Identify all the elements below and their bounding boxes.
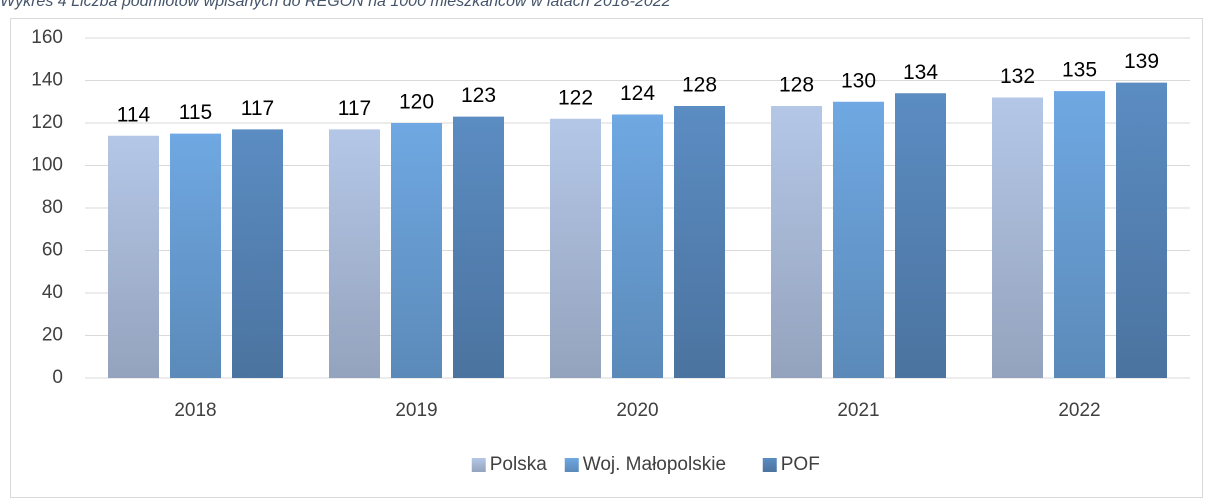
value-label: 114: [117, 103, 151, 126]
x-tick-label: 2018: [174, 400, 216, 421]
bar: [453, 116, 504, 378]
value-label: 134: [903, 61, 938, 84]
legend-swatch: [564, 458, 579, 472]
x-tick-label: 2022: [1058, 400, 1100, 421]
value-label: 117: [338, 97, 371, 120]
value-label: 115: [179, 101, 212, 124]
bar: [1054, 91, 1105, 378]
y-tick-label: 120: [31, 112, 63, 133]
bar: [232, 129, 283, 378]
y-tick-label: 80: [42, 197, 63, 218]
bar: [170, 133, 221, 378]
value-label: 122: [558, 86, 593, 109]
bar: [992, 97, 1043, 378]
y-tick-label: 40: [42, 282, 63, 303]
x-tick-label: 2020: [616, 400, 658, 421]
bar: [771, 106, 822, 378]
bar: [550, 118, 601, 378]
legend-label: Woj. Małopolskie: [583, 454, 726, 475]
x-tick-label: 2021: [837, 400, 879, 421]
value-label: 132: [1000, 65, 1035, 88]
value-label: 117: [241, 97, 274, 120]
bar: [391, 123, 442, 378]
legend-swatch: [762, 458, 777, 472]
y-tick-label: 0: [52, 367, 63, 388]
value-label: 128: [779, 74, 814, 97]
y-tick-label: 100: [31, 155, 63, 176]
bar: [895, 93, 946, 378]
value-label: 130: [841, 69, 876, 92]
bar: [108, 135, 159, 378]
chart-title: Wykres 4 Liczba podmiotów wpisanych do R…: [0, 0, 671, 10]
bar: [833, 101, 884, 378]
value-label: 123: [461, 84, 496, 107]
bar: [329, 129, 380, 378]
legend-label: POF: [781, 454, 820, 475]
y-tick-label: 140: [31, 70, 63, 91]
y-tick-label: 60: [42, 240, 63, 261]
value-label: 124: [620, 82, 655, 105]
bar: [674, 106, 725, 378]
y-tick-label: 20: [42, 325, 63, 346]
x-tick-label: 2019: [395, 400, 437, 421]
y-tick-label: 160: [31, 27, 63, 48]
legend-swatch: [471, 458, 486, 472]
value-label: 120: [399, 91, 434, 114]
value-label: 135: [1062, 59, 1097, 82]
bar: [1116, 82, 1167, 378]
value-label: 128: [682, 74, 717, 97]
legend-label: Polska: [490, 454, 547, 475]
value-label: 139: [1124, 50, 1159, 73]
bar: [612, 114, 663, 378]
